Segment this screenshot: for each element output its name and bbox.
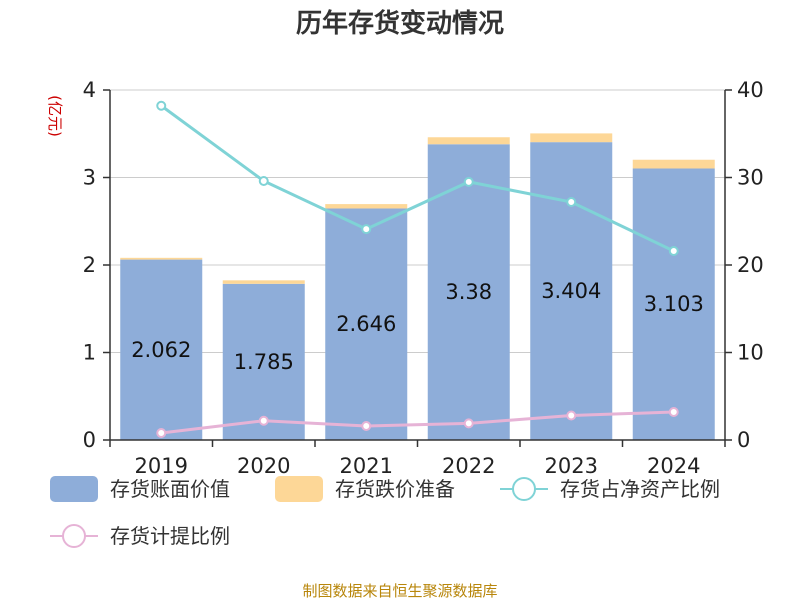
- line-point[interactable]: [258, 415, 269, 426]
- left-tick-label: 0: [83, 428, 96, 452]
- bar-inventory-book-value[interactable]: [325, 208, 408, 440]
- bar-inventory-book-value[interactable]: [222, 283, 305, 440]
- left-tick-label: 2: [83, 253, 96, 277]
- legend-label: 存货跌价准备: [335, 477, 455, 501]
- legend-item-impairment-reserve[interactable]: 存货跌价准备: [275, 476, 455, 502]
- line-point[interactable]: [156, 100, 167, 111]
- bar-impairment-reserve[interactable]: [530, 133, 613, 143]
- x-tick-label: 2021: [340, 454, 393, 478]
- legend-marker: [512, 477, 536, 501]
- x-tick-label: 2022: [442, 454, 495, 478]
- bar-value-label: 3.404: [541, 279, 601, 303]
- left-tick-label: 1: [83, 341, 96, 365]
- right-tick-label: 20: [737, 253, 764, 277]
- line-point[interactable]: [156, 428, 167, 438]
- legend-label: 存货账面价值: [110, 477, 230, 501]
- line-inventory-to-net-assets: [160, 104, 675, 253]
- bar-value-label: 3.38: [445, 280, 492, 304]
- bar-value-label: 2.646: [336, 312, 396, 336]
- bar-impairment-reserve[interactable]: [120, 257, 203, 260]
- legend-item-provision-ratio[interactable]: 存货计提比例: [50, 524, 230, 548]
- source-note: 制图数据来自恒生聚源数据库: [302, 582, 497, 600]
- legend-item-inventory-book-value[interactable]: 存货账面价值: [50, 476, 230, 502]
- line-point[interactable]: [361, 224, 372, 235]
- line-point[interactable]: [463, 176, 474, 187]
- legend-marker: [62, 524, 86, 548]
- line-point[interactable]: [463, 418, 474, 429]
- x-tick-label: 2023: [545, 454, 598, 478]
- bar-value-label: 2.062: [131, 338, 191, 362]
- bar-impairment-reserve[interactable]: [222, 280, 305, 284]
- line-provision-ratio: [161, 410, 674, 435]
- left-tick-label: 4: [83, 78, 96, 102]
- bar-impairment-reserve[interactable]: [632, 159, 715, 169]
- line-point[interactable]: [668, 407, 679, 417]
- legend-swatch: [275, 476, 323, 502]
- bar-inventory-book-value[interactable]: [120, 259, 203, 440]
- x-tick-label: 2020: [237, 454, 290, 478]
- bar-impairment-reserve[interactable]: [325, 204, 408, 209]
- bar-inventory-book-value[interactable]: [632, 168, 715, 441]
- x-tick-label: 2019: [135, 454, 188, 478]
- line-point[interactable]: [361, 421, 372, 431]
- line-point[interactable]: [566, 410, 577, 421]
- right-tick-label: 0: [737, 428, 750, 452]
- legend-item-inventory-to-net-assets[interactable]: 存货占净资产比例: [500, 477, 720, 501]
- line-point[interactable]: [566, 197, 577, 207]
- bar-value-label: 1.785: [234, 350, 294, 374]
- line-point[interactable]: [258, 176, 269, 186]
- left-axis-unit: (亿元): [46, 95, 64, 137]
- x-tick-label: 2024: [647, 454, 700, 478]
- bar-impairment-reserve[interactable]: [427, 137, 510, 145]
- line-point[interactable]: [668, 246, 679, 256]
- right-tick-label: 30: [737, 166, 764, 190]
- legend-swatch: [50, 476, 98, 502]
- left-tick-label: 3: [83, 166, 96, 190]
- legend-label: 存货占净资产比例: [560, 477, 720, 501]
- bar-inventory-book-value[interactable]: [530, 142, 613, 440]
- bar-value-label: 3.103: [644, 292, 704, 316]
- right-tick-label: 40: [737, 78, 764, 102]
- right-tick-label: 10: [737, 341, 764, 365]
- legend-label: 存货计提比例: [110, 524, 230, 548]
- chart-title: 历年存货变动情况: [296, 8, 504, 39]
